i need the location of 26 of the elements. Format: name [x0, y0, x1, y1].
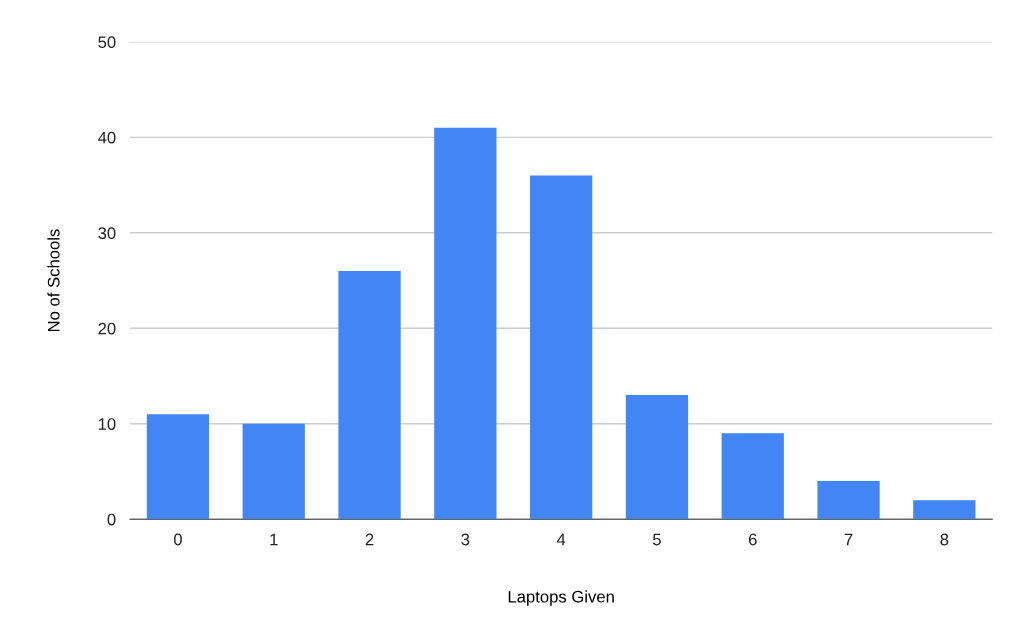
- x-tick-label: 4: [556, 533, 566, 546]
- x-tick-label: 7: [844, 533, 853, 546]
- bar: [146, 414, 210, 520]
- x-tick-label: 5: [652, 533, 661, 546]
- y-tick-label: 0: [107, 513, 116, 526]
- bar: [721, 433, 784, 520]
- bar: [242, 423, 305, 520]
- x-tick-label: 6: [748, 533, 757, 546]
- y-tick-label: 20: [98, 322, 116, 335]
- x-tick-label: 8: [940, 533, 949, 546]
- y-tick-label: 40: [98, 131, 116, 144]
- bar: [530, 175, 593, 520]
- x-axis-title: Laptops Given: [508, 590, 614, 606]
- bar: [434, 127, 497, 520]
- bar: [817, 481, 880, 520]
- x-tick-label: 0: [173, 533, 182, 546]
- bar: [913, 500, 976, 520]
- y-tick-label: 50: [98, 36, 116, 49]
- bar: [338, 271, 401, 520]
- y-tick-label: 10: [98, 418, 116, 430]
- x-tick-label: 1: [270, 533, 278, 546]
- bar: [625, 395, 689, 520]
- y-axis-title: No of Schools: [47, 229, 60, 332]
- x-tick-label: 3: [461, 533, 470, 546]
- y-tick-label: 30: [98, 227, 116, 240]
- x-tick-label: 2: [365, 533, 374, 546]
